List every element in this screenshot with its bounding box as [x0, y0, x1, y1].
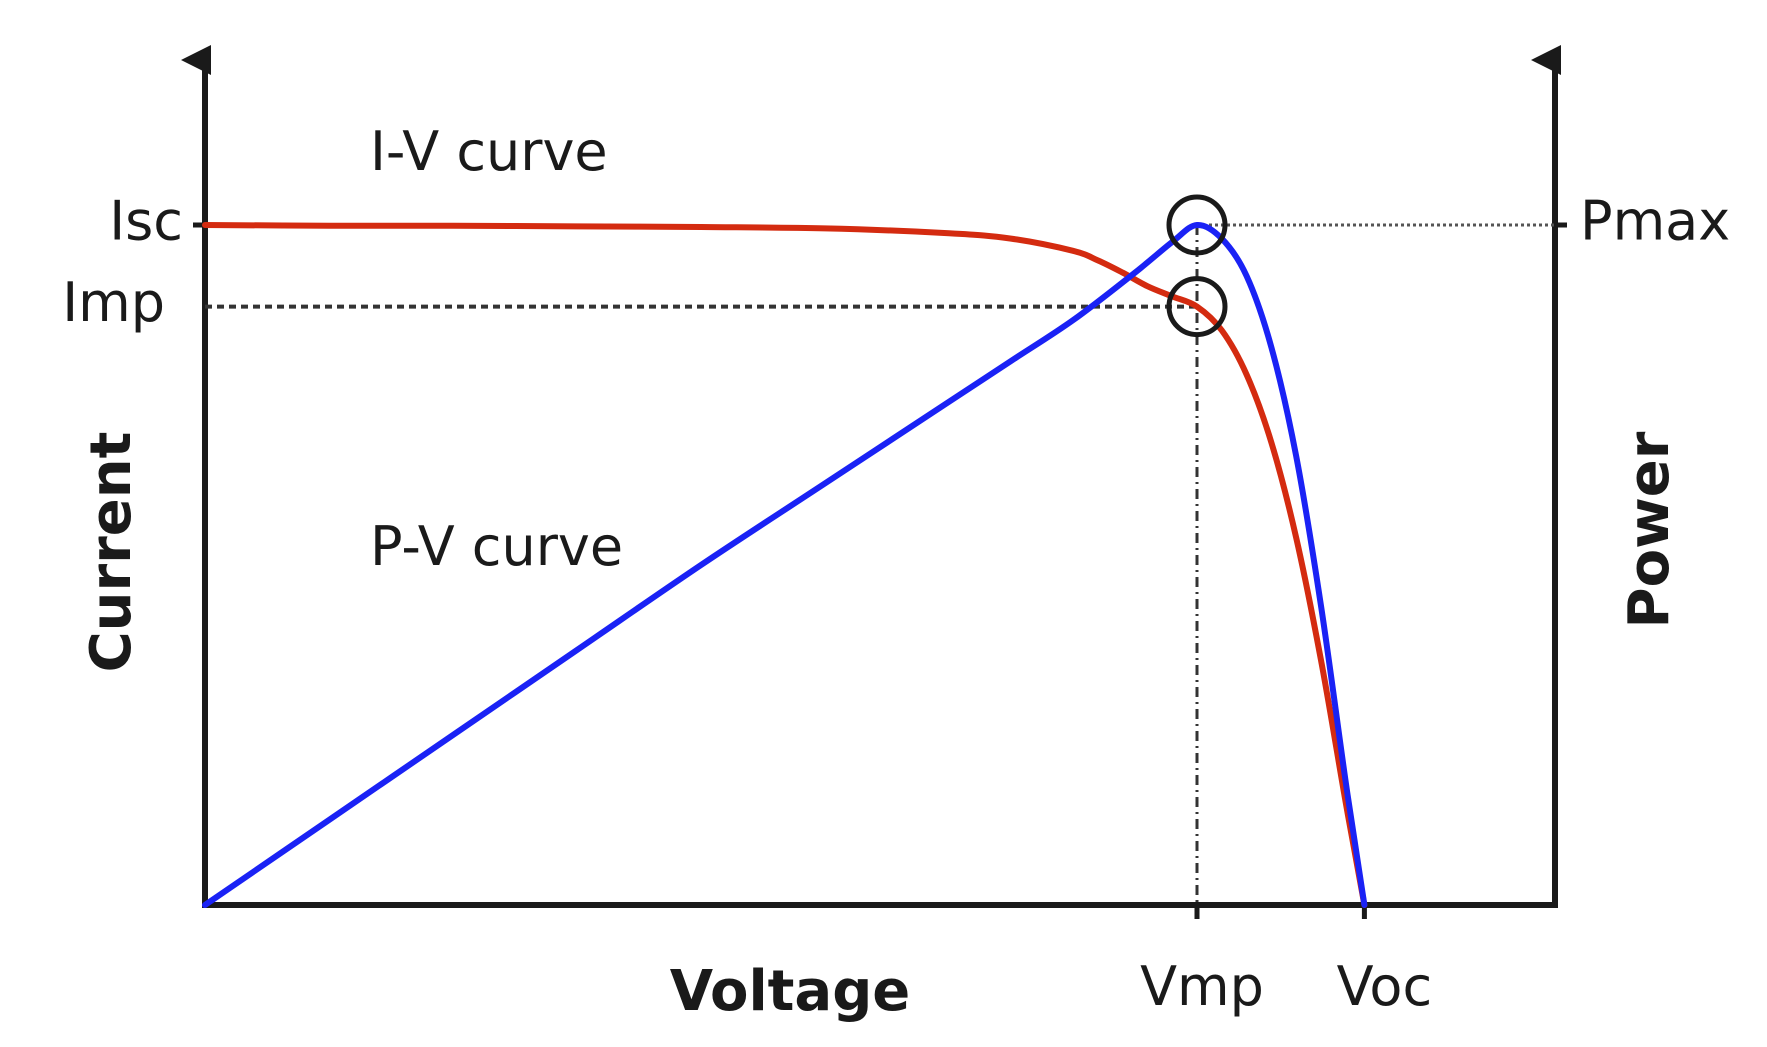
iv-curve-line [202, 222, 1368, 908]
y-right-tick-label-pmax: Pmax [1580, 190, 1730, 253]
mpp-point-marker [1166, 276, 1228, 338]
y-left-axis-title: Current [79, 432, 144, 673]
x-tick-label-vmp: Vmp [1140, 955, 1264, 1018]
y-left-tick-label-isc: Isc [109, 190, 183, 253]
pv-curve-line [202, 221, 1368, 908]
y-left-tick-label-imp: Imp [62, 271, 165, 334]
x-axis-title: Voltage [670, 959, 911, 1024]
pv-curve-label: P-V curve [370, 515, 623, 578]
marker-layer [1166, 194, 1228, 338]
y-right-axis-title: Power [1617, 431, 1682, 628]
x-tick-label-voc: Voc [1337, 955, 1432, 1018]
pmax-point-marker [1166, 194, 1228, 256]
series-layer [202, 221, 1368, 908]
iv-curve-label: I-V curve [370, 120, 608, 183]
